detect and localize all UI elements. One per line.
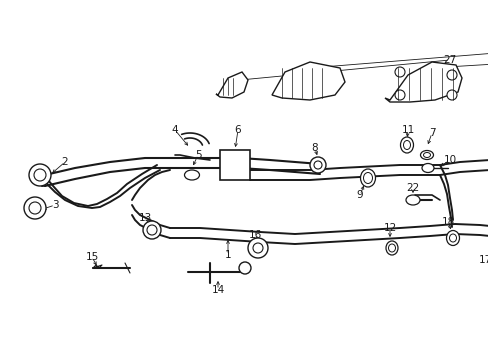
Circle shape [29,164,51,186]
Circle shape [394,67,404,77]
Circle shape [24,197,46,219]
Ellipse shape [423,153,429,158]
Text: 17: 17 [477,255,488,265]
Text: 14: 14 [211,285,224,295]
Text: 8: 8 [311,143,318,153]
Circle shape [29,202,41,214]
Circle shape [252,243,263,253]
Ellipse shape [421,163,433,172]
Circle shape [34,169,46,181]
Circle shape [142,221,161,239]
Text: 15: 15 [85,252,99,262]
Ellipse shape [385,241,397,255]
Text: 3: 3 [52,200,58,210]
Ellipse shape [446,230,459,246]
Circle shape [446,90,456,100]
Polygon shape [271,62,345,100]
FancyBboxPatch shape [220,150,249,180]
Text: 7: 7 [428,128,434,138]
Polygon shape [384,62,461,102]
Ellipse shape [363,172,372,184]
Ellipse shape [403,140,409,149]
Ellipse shape [405,195,419,205]
Circle shape [394,90,404,100]
Text: 12: 12 [383,223,396,233]
Circle shape [309,157,325,173]
Text: 10: 10 [443,155,456,165]
Text: 1: 1 [224,250,231,260]
Text: 9: 9 [356,190,363,200]
Circle shape [313,161,321,169]
Ellipse shape [184,170,199,180]
Text: 11: 11 [401,125,414,135]
Text: 18: 18 [441,217,454,227]
Circle shape [247,238,267,258]
Text: 6: 6 [234,125,241,135]
Text: 22: 22 [406,183,419,193]
Text: 16: 16 [248,230,261,240]
Ellipse shape [420,150,433,159]
Circle shape [147,225,157,235]
Text: 5: 5 [194,150,201,160]
Text: 2: 2 [61,157,68,167]
Text: 27: 27 [443,55,456,65]
Ellipse shape [448,234,456,242]
Text: 4: 4 [171,125,178,135]
Ellipse shape [400,137,413,153]
Text: 13: 13 [138,213,151,223]
Polygon shape [216,72,247,98]
Circle shape [446,70,456,80]
Ellipse shape [387,244,395,252]
Ellipse shape [360,169,375,187]
Circle shape [239,262,250,274]
